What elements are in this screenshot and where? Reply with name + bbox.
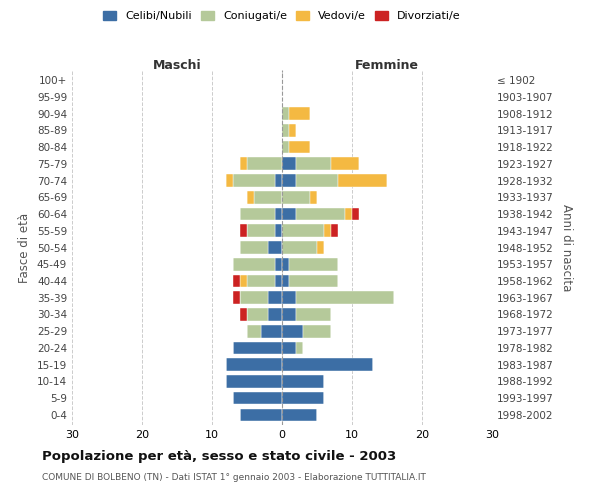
Bar xyxy=(310,191,317,203)
Legend: Celibi/Nubili, Coniugati/e, Vedovi/e, Divorziati/e: Celibi/Nubili, Coniugati/e, Vedovi/e, Di… xyxy=(99,6,465,25)
Bar xyxy=(296,342,303,354)
Bar xyxy=(303,325,331,338)
Bar xyxy=(296,208,345,220)
Bar xyxy=(282,224,324,237)
Bar xyxy=(282,140,289,153)
Bar xyxy=(282,325,303,338)
Bar xyxy=(254,191,282,203)
Bar xyxy=(324,224,331,237)
Bar xyxy=(282,241,317,254)
Bar xyxy=(345,208,352,220)
Bar xyxy=(282,408,317,421)
Bar xyxy=(275,174,282,187)
Bar xyxy=(233,274,240,287)
Bar xyxy=(289,124,296,136)
Bar xyxy=(282,108,289,120)
Bar xyxy=(247,308,268,321)
Bar xyxy=(275,258,282,270)
Bar xyxy=(282,208,296,220)
Text: COMUNE DI BOLBENO (TN) - Dati ISTAT 1° gennaio 2003 - Elaborazione TUTTITALIA.IT: COMUNE DI BOLBENO (TN) - Dati ISTAT 1° g… xyxy=(42,472,426,482)
Bar xyxy=(289,108,310,120)
Bar xyxy=(233,342,282,354)
Bar xyxy=(247,158,282,170)
Bar xyxy=(240,224,247,237)
Bar xyxy=(282,158,296,170)
Bar xyxy=(240,158,247,170)
Bar xyxy=(296,292,394,304)
Bar xyxy=(226,358,282,371)
Bar xyxy=(282,174,296,187)
Bar xyxy=(275,224,282,237)
Bar xyxy=(268,292,282,304)
Bar xyxy=(233,174,275,187)
Bar xyxy=(282,124,289,136)
Bar xyxy=(240,408,282,421)
Bar xyxy=(275,208,282,220)
Bar xyxy=(331,158,359,170)
Bar xyxy=(240,241,268,254)
Bar xyxy=(240,308,247,321)
Y-axis label: Anni di nascita: Anni di nascita xyxy=(560,204,573,291)
Bar xyxy=(226,375,282,388)
Bar xyxy=(282,392,324,404)
Bar xyxy=(282,308,296,321)
Bar xyxy=(247,325,261,338)
Bar xyxy=(233,392,282,404)
Bar xyxy=(317,241,324,254)
Bar xyxy=(247,274,275,287)
Bar xyxy=(282,258,289,270)
Text: Maschi: Maschi xyxy=(152,58,202,71)
Text: Femmine: Femmine xyxy=(355,58,419,71)
Bar xyxy=(296,308,331,321)
Bar xyxy=(240,274,247,287)
Bar xyxy=(282,342,296,354)
Bar xyxy=(247,224,275,237)
Bar xyxy=(331,224,338,237)
Bar xyxy=(233,292,240,304)
Bar xyxy=(282,375,324,388)
Bar xyxy=(352,208,359,220)
Bar xyxy=(261,325,282,338)
Bar xyxy=(296,158,331,170)
Bar xyxy=(282,358,373,371)
Bar xyxy=(289,258,338,270)
Bar xyxy=(282,292,296,304)
Bar xyxy=(296,174,338,187)
Bar xyxy=(289,140,310,153)
Y-axis label: Fasce di età: Fasce di età xyxy=(19,212,31,282)
Bar xyxy=(282,191,310,203)
Bar xyxy=(240,208,275,220)
Bar xyxy=(275,274,282,287)
Bar xyxy=(233,258,275,270)
Bar xyxy=(240,292,268,304)
Bar xyxy=(247,191,254,203)
Text: Popolazione per età, sesso e stato civile - 2003: Popolazione per età, sesso e stato civil… xyxy=(42,450,396,463)
Bar xyxy=(226,174,233,187)
Bar xyxy=(289,274,338,287)
Bar xyxy=(268,241,282,254)
Bar xyxy=(268,308,282,321)
Bar xyxy=(282,274,289,287)
Bar xyxy=(338,174,387,187)
